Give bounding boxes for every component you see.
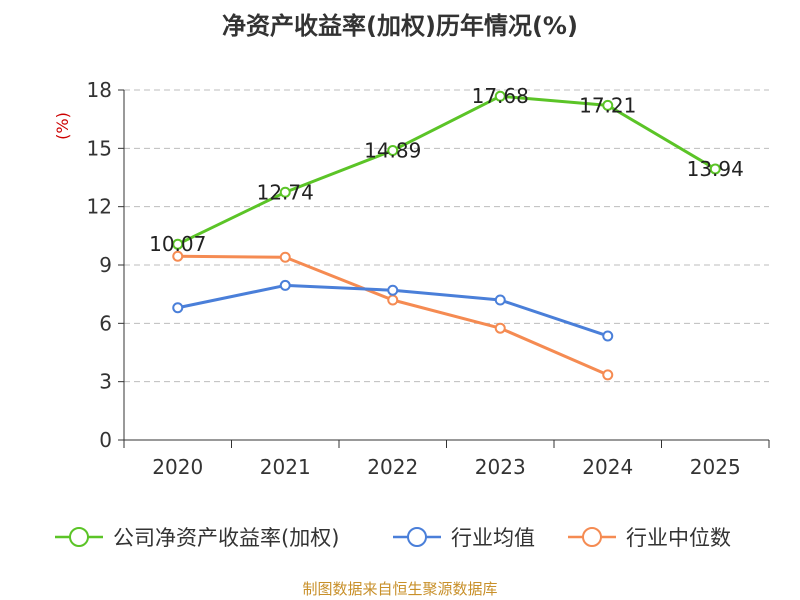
y-tick-label-6: 6 bbox=[99, 311, 112, 335]
series-1-point-2022 bbox=[387, 284, 399, 296]
series-0-point-2024 bbox=[602, 99, 614, 111]
series-2-point-2020 bbox=[172, 250, 184, 262]
x-tick-label-2023: 2023 bbox=[475, 455, 526, 479]
y-tick-label-15: 15 bbox=[87, 136, 112, 160]
series-2-point-2024 bbox=[602, 369, 614, 381]
series-0-point-2020 bbox=[172, 238, 184, 250]
y-tick-label-9: 9 bbox=[99, 253, 112, 277]
legend-label-0: 公司净资产收益率(加权) bbox=[113, 526, 339, 550]
legend-marker-1 bbox=[407, 527, 427, 547]
data-label-2020: 10.07 bbox=[149, 232, 206, 256]
series-1 bbox=[172, 279, 614, 342]
series-line-0 bbox=[177, 94, 717, 246]
series-2-point-2023 bbox=[494, 322, 506, 334]
x-tick-label-2025: 2025 bbox=[690, 455, 741, 479]
legend-item-0: 公司净资产收益率(加权) bbox=[55, 526, 339, 550]
legend-item-1: 行业均值 bbox=[393, 526, 535, 550]
series-1-point-2024 bbox=[602, 330, 614, 342]
series-0-point-2022 bbox=[387, 144, 399, 156]
y-tick-label-18: 18 bbox=[87, 78, 112, 102]
y-axis-label: (%) bbox=[53, 112, 72, 140]
x-tick-label-2020: 2020 bbox=[152, 455, 203, 479]
y-tick-label-0: 0 bbox=[99, 428, 112, 452]
series-1-point-2021 bbox=[279, 279, 291, 291]
y-tick-label-3: 3 bbox=[99, 370, 112, 394]
series-0 bbox=[172, 90, 721, 250]
legend-label-1: 行业均值 bbox=[451, 526, 535, 550]
series-2 bbox=[172, 250, 614, 381]
y-tick-labels: 0 3 6 9 12 15 18 bbox=[87, 78, 112, 452]
x-tick-labels: 2020 2021 2022 2023 2024 2025 bbox=[152, 455, 740, 479]
axes bbox=[118, 89, 770, 448]
x-tick-label-2021: 2021 bbox=[260, 455, 311, 479]
series-1-point-2020 bbox=[172, 302, 184, 314]
series-0-point-2023 bbox=[494, 90, 506, 102]
data-label-2021: 12.74 bbox=[257, 180, 314, 204]
series-2-point-2021 bbox=[279, 251, 291, 263]
series-2-point-2022 bbox=[387, 294, 399, 306]
y-tick-label-12: 12 bbox=[87, 195, 112, 219]
data-label-2025: 13.94 bbox=[687, 157, 744, 181]
series-1-point-2023 bbox=[494, 294, 506, 306]
series-0-point-2025 bbox=[709, 163, 721, 175]
data-label-2022: 14.89 bbox=[364, 138, 421, 162]
gridlines bbox=[124, 89, 769, 383]
data-labels: 10.07 12.74 14.89 17.68 17.21 13.94 bbox=[149, 84, 744, 256]
data-label-2023: 17.68 bbox=[472, 84, 529, 108]
chart-title: 净资产收益率(加权)历年情况(%) bbox=[222, 12, 578, 40]
series-0-point-2021 bbox=[279, 186, 291, 198]
legend-marker-2 bbox=[582, 527, 602, 547]
x-tick-label-2022: 2022 bbox=[367, 455, 418, 479]
legend-item-2: 行业中位数 bbox=[568, 526, 731, 550]
legend: 公司净资产收益率(加权) 行业均值 行业中位数 bbox=[55, 526, 731, 550]
legend-marker-0 bbox=[69, 527, 89, 547]
series-lines bbox=[172, 90, 721, 381]
data-label-2024: 17.21 bbox=[579, 93, 636, 117]
source-note: 制图数据来自恒生聚源数据库 bbox=[302, 580, 497, 598]
x-tick-label-2024: 2024 bbox=[582, 455, 633, 479]
legend-label-2: 行业中位数 bbox=[626, 526, 731, 550]
